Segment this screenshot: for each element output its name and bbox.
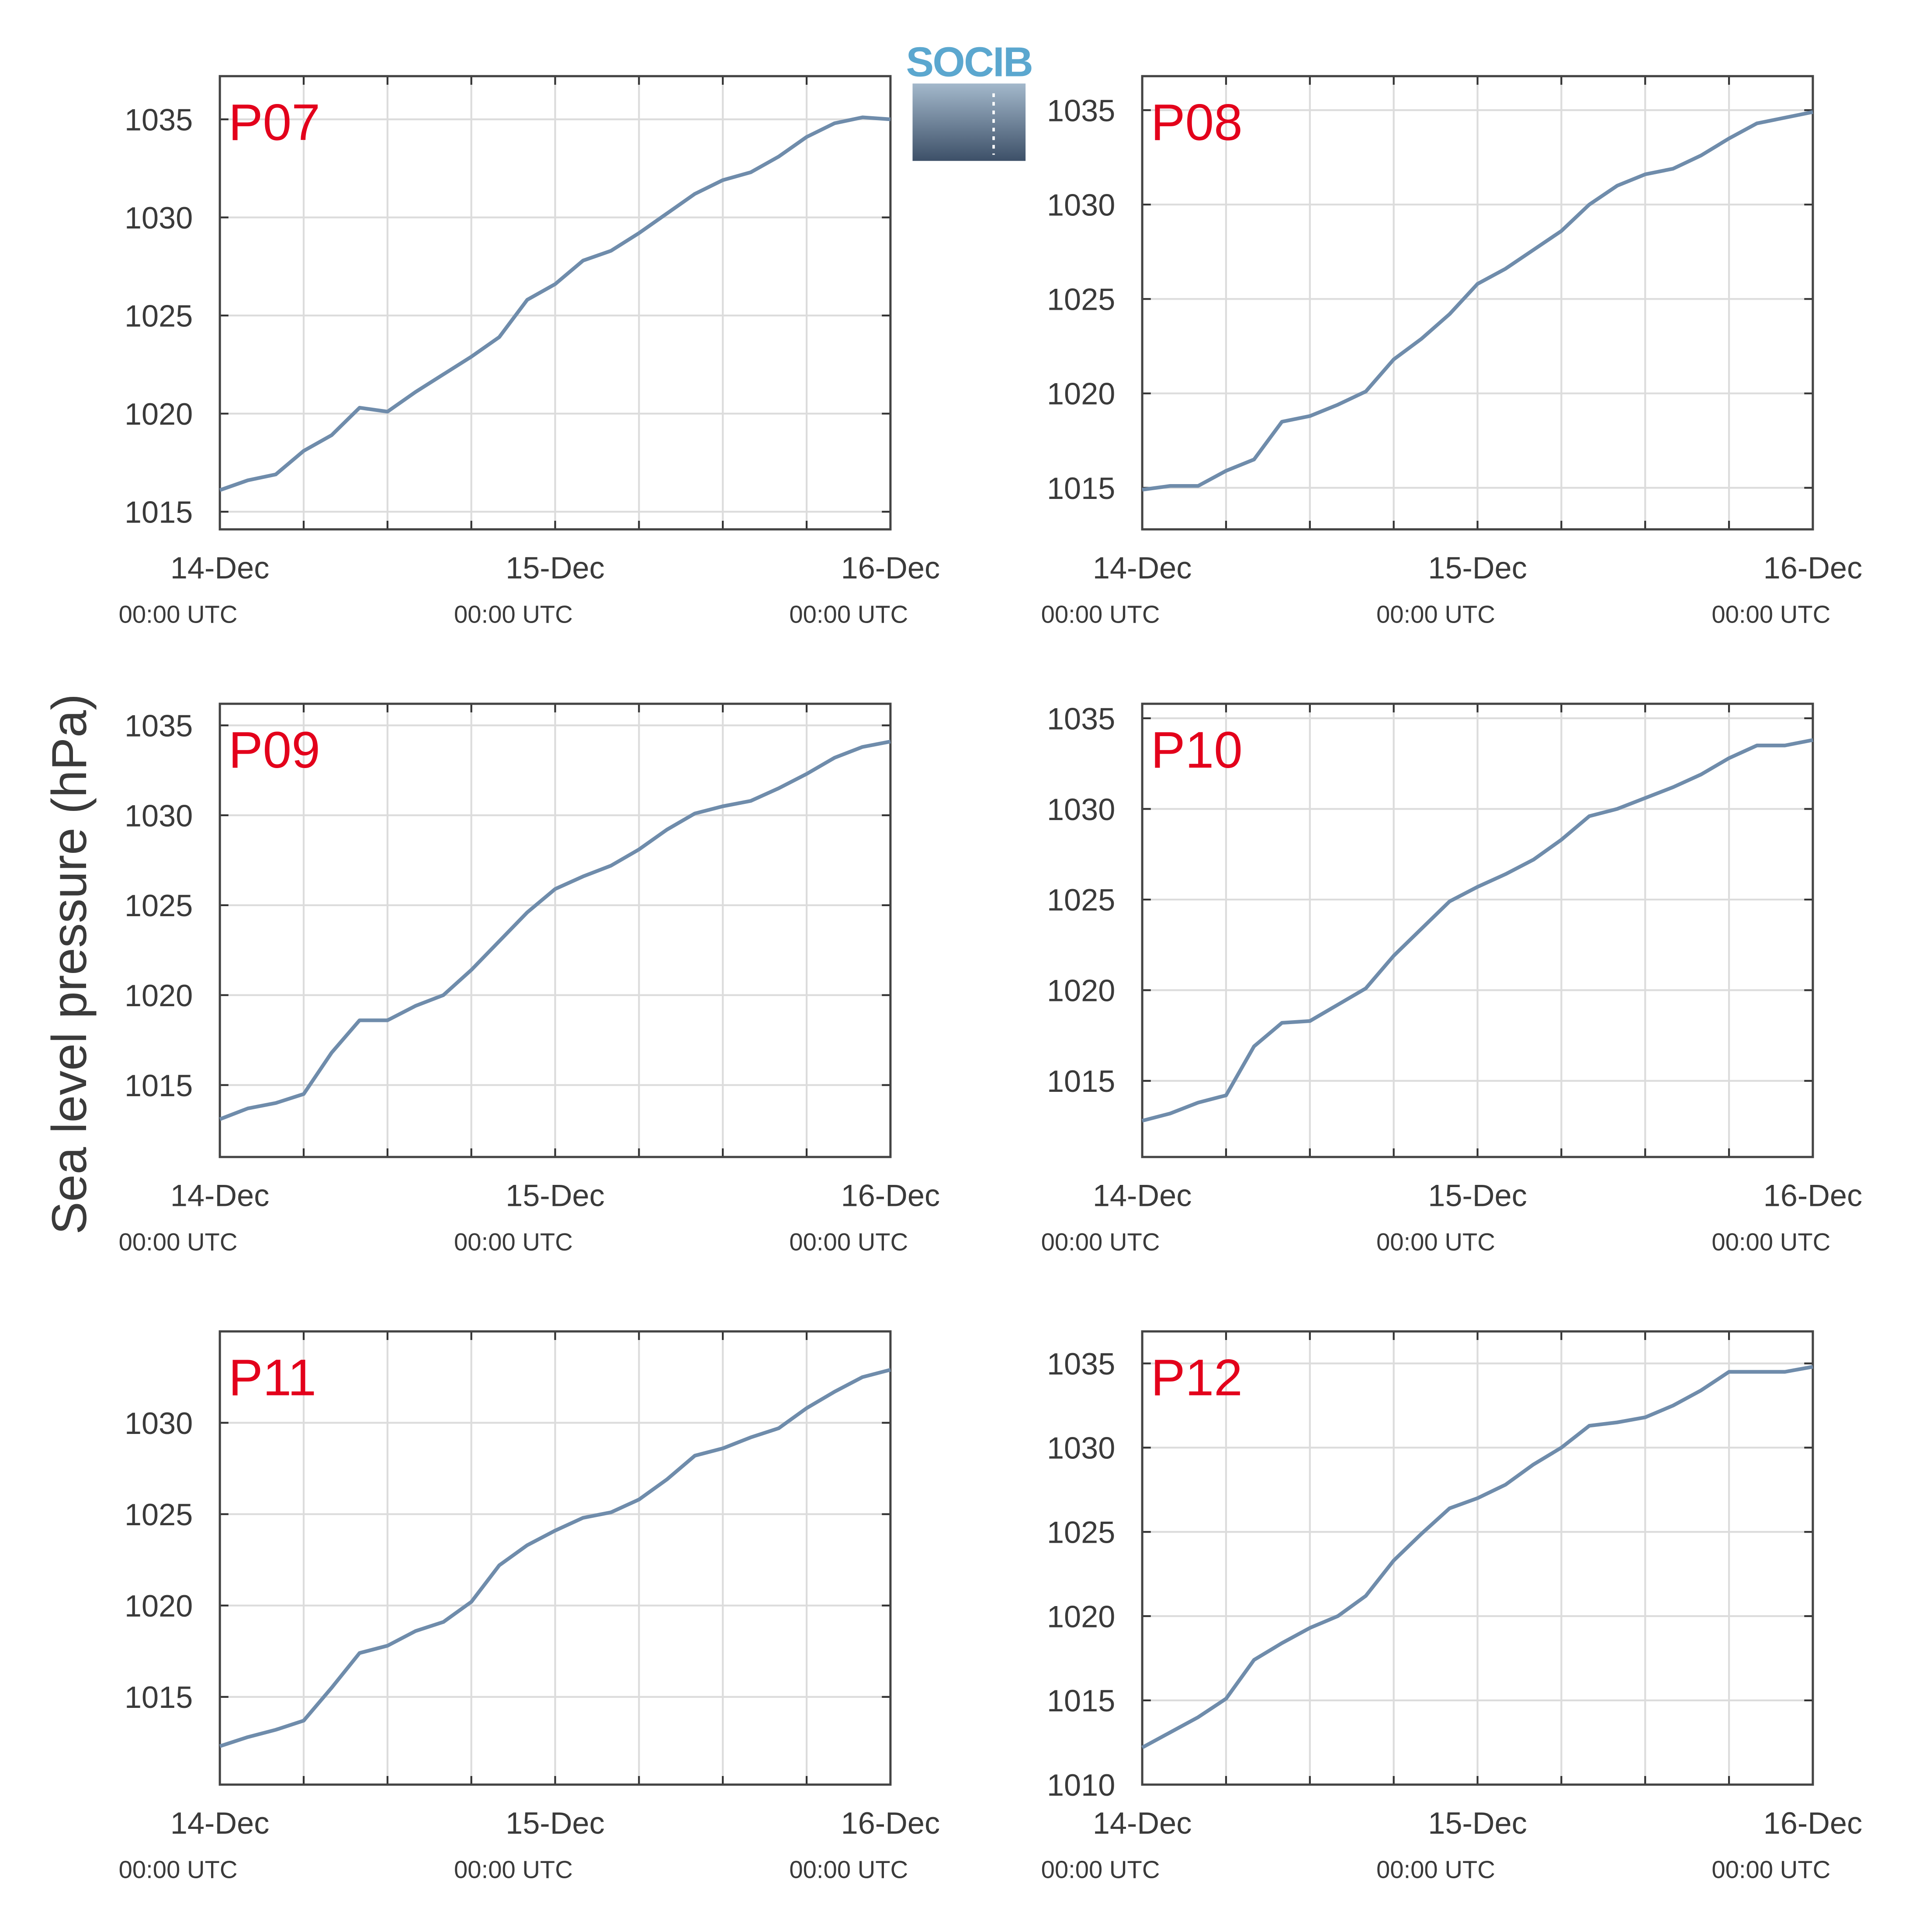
x-tick-sublabel: 00:00 UTC bbox=[1041, 600, 1160, 628]
y-tick-label: 1025 bbox=[125, 298, 193, 333]
x-tick-sublabel: 00:00 UTC bbox=[1376, 1856, 1495, 1883]
y-tick-label: 1015 bbox=[1047, 1683, 1115, 1718]
x-tick-label: 14-Dec bbox=[170, 1806, 270, 1840]
data-line bbox=[219, 1368, 891, 1748]
y-tick-label: 1015 bbox=[1047, 471, 1115, 506]
x-tick-label: 15-Dec bbox=[506, 1806, 605, 1840]
plot-frame bbox=[1141, 75, 1814, 531]
panel-title: P12 bbox=[1151, 1349, 1243, 1407]
x-tick-label: 16-Dec bbox=[841, 1806, 940, 1840]
x-tick-sublabel: 00:00 UTC bbox=[1712, 1228, 1830, 1256]
y-tick-label: 1030 bbox=[1047, 188, 1115, 222]
panel-title: P11 bbox=[229, 1349, 316, 1407]
x-tick-sublabel: 00:00 UTC bbox=[1712, 600, 1830, 628]
y-tick-label: 1020 bbox=[125, 397, 193, 431]
y-tick-label: 1030 bbox=[1047, 792, 1115, 827]
plot-frame bbox=[218, 703, 892, 1158]
y-axis-label: Sea level pressure (hPa) bbox=[42, 694, 97, 1234]
x-tick-label: 14-Dec bbox=[170, 1178, 270, 1213]
x-tick-sublabel: 00:00 UTC bbox=[454, 600, 573, 628]
y-tick-label: 1035 bbox=[1047, 93, 1115, 128]
y-tick-label: 1020 bbox=[1047, 1599, 1115, 1634]
panel-title: P07 bbox=[229, 93, 320, 151]
y-tick-label: 1025 bbox=[1047, 1515, 1115, 1550]
data-line bbox=[1142, 738, 1813, 1123]
x-tick-sublabel: 00:00 UTC bbox=[119, 600, 238, 628]
y-tick-label: 1020 bbox=[125, 1589, 193, 1623]
x-tick-sublabel: 00:00 UTC bbox=[1712, 1856, 1830, 1883]
y-tick-label: 1015 bbox=[125, 1068, 193, 1103]
panel: 14-Dec 00:00 UTC 15-Dec 00:00 UTC 16-Dec 00:0… bbox=[119, 1330, 940, 1883]
x-tick-sublabel: 00:00 UTC bbox=[454, 1856, 573, 1883]
x-tick-label: 16-Dec bbox=[1764, 551, 1863, 585]
y-tick-label: 1030 bbox=[1047, 1431, 1115, 1465]
panel-title: P10 bbox=[1151, 721, 1243, 779]
x-tick-label: 14-Dec bbox=[1093, 1806, 1192, 1840]
x-tick-label: 15-Dec bbox=[1428, 1178, 1527, 1213]
y-tick-label: 1035 bbox=[125, 709, 193, 743]
x-tick-sublabel: 00:00 UTC bbox=[454, 1228, 573, 1256]
panel: 14-Dec 00:00 UTC 15-Dec 00:00 UTC 16-Dec 00:0… bbox=[1041, 701, 1862, 1255]
panel-title: P08 bbox=[1151, 93, 1243, 151]
y-tick-label: 1015 bbox=[1047, 1064, 1115, 1098]
data-line bbox=[219, 115, 891, 492]
panel: 14-Dec 00:00 UTC 15-Dec 00:00 UTC 16-Dec 00:0… bbox=[1041, 75, 1863, 628]
x-tick-sublabel: 00:00 UTC bbox=[1041, 1856, 1160, 1883]
plot-frame bbox=[218, 1330, 892, 1786]
panel: 14-Dec 00:00 UTC 15-Dec 00:00 UTC 16-Dec 00:0… bbox=[119, 703, 940, 1256]
y-tick-label: 1035 bbox=[125, 102, 193, 137]
x-tick-label: 15-Dec bbox=[506, 551, 605, 585]
panel: 14-Dec 00:00 UTC 15-Dec 00:00 UTC 16-Dec 00:0… bbox=[119, 75, 940, 628]
y-tick-label: 1015 bbox=[125, 495, 193, 530]
panel: 14-Dec 00:00 UTC 15-Dec 00:00 UTC 16-Dec 00:0… bbox=[1041, 1330, 1863, 1883]
x-tick-label: 14-Dec bbox=[1093, 551, 1192, 585]
y-tick-label: 1015 bbox=[125, 1680, 193, 1714]
x-tick-label: 15-Dec bbox=[1428, 1806, 1527, 1840]
x-tick-sublabel: 00:00 UTC bbox=[789, 1856, 908, 1883]
x-tick-sublabel: 00:00 UTC bbox=[119, 1228, 238, 1256]
plot-frame bbox=[1141, 1330, 1814, 1786]
y-tick-label: 1020 bbox=[1047, 973, 1115, 1008]
y-tick-label: 1025 bbox=[1047, 282, 1115, 317]
x-tick-sublabel: 00:00 UTC bbox=[1376, 600, 1495, 628]
y-tick-label: 1025 bbox=[1047, 883, 1115, 917]
y-tick-label: 1030 bbox=[125, 201, 193, 235]
y-tick-label: 1025 bbox=[125, 1497, 193, 1532]
x-tick-label: 16-Dec bbox=[841, 551, 940, 585]
y-tick-label: 1020 bbox=[125, 978, 193, 1013]
x-tick-sublabel: 00:00 UTC bbox=[119, 1856, 238, 1883]
panel-title: P09 bbox=[229, 721, 320, 779]
x-tick-label: 16-Dec bbox=[841, 1178, 940, 1213]
x-tick-label: 14-Dec bbox=[170, 551, 270, 585]
y-tick-label: 1025 bbox=[125, 888, 193, 923]
y-tick-label: 1020 bbox=[1047, 377, 1115, 411]
x-tick-sublabel: 00:00 UTC bbox=[789, 600, 908, 628]
logo-block bbox=[912, 83, 1026, 161]
x-tick-sublabel: 00:00 UTC bbox=[1376, 1228, 1495, 1256]
x-tick-label: 16-Dec bbox=[1764, 1178, 1863, 1213]
y-tick-label: 1030 bbox=[125, 1406, 193, 1440]
x-tick-label: 14-Dec bbox=[1093, 1178, 1192, 1213]
plot-frame bbox=[218, 75, 892, 531]
data-line bbox=[1141, 1365, 1813, 1749]
data-line bbox=[219, 740, 891, 1121]
plot-frame bbox=[1141, 703, 1814, 1158]
x-tick-label: 16-Dec bbox=[1764, 1806, 1863, 1840]
y-tick-label: 1010 bbox=[1047, 1768, 1115, 1802]
x-tick-label: 15-Dec bbox=[1428, 551, 1527, 585]
x-tick-sublabel: 00:00 UTC bbox=[789, 1228, 908, 1256]
y-tick-label: 1035 bbox=[1047, 1347, 1115, 1381]
y-tick-label: 1030 bbox=[125, 798, 193, 833]
x-tick-sublabel: 00:00 UTC bbox=[1041, 1228, 1160, 1256]
y-tick-label: 1035 bbox=[1047, 701, 1115, 736]
logo-text: SOCIB bbox=[906, 38, 1032, 85]
x-tick-label: 15-Dec bbox=[506, 1178, 605, 1213]
data-line bbox=[1142, 110, 1813, 492]
logo: SOCIB bbox=[906, 38, 1033, 161]
